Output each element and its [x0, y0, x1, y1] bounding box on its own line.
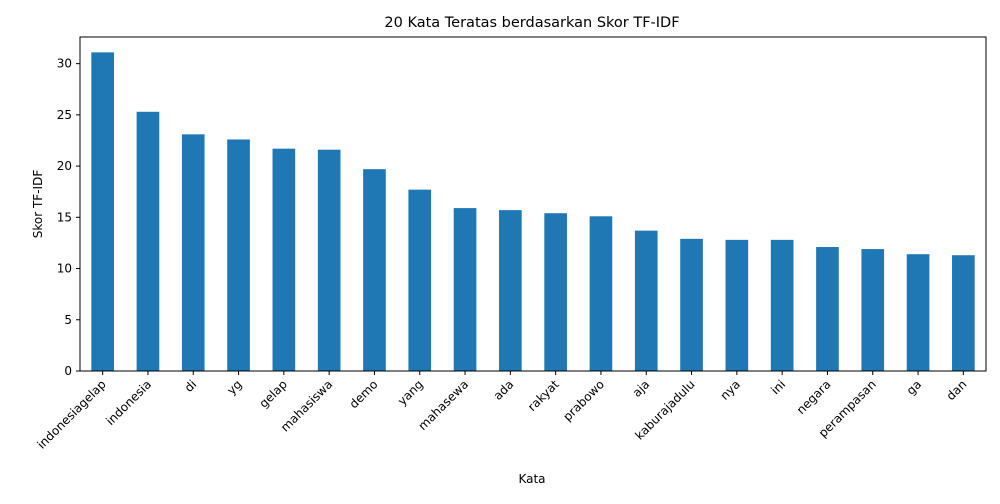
bar-di [181, 134, 205, 371]
x-tick-label: dan [944, 377, 970, 403]
y-tick-label: 15 [57, 210, 72, 224]
bars-layer [91, 52, 975, 371]
x-tick-label: yg [224, 377, 244, 397]
x-tick-label: indonesiagelap [34, 377, 108, 451]
x-tick-label: nya [717, 377, 743, 403]
x-tick-label: rakyat [525, 377, 562, 414]
y-tick-label: 5 [64, 313, 72, 327]
y-axis: 0 5 10 15 20 25 30 [57, 57, 80, 378]
x-tick-label: ada [491, 377, 517, 403]
bar-prabowo [589, 216, 613, 371]
bar-ini [770, 239, 794, 371]
y-tick-label: 20 [57, 159, 72, 173]
bar-perampasan [861, 249, 885, 371]
y-tick-label: 0 [64, 364, 72, 378]
bar-mahasewa [453, 208, 477, 371]
y-axis-label: Skor TF-IDF [31, 170, 45, 239]
bar-kaburajadulu [680, 238, 703, 371]
y-tick-label: 10 [57, 262, 72, 276]
bar-dan [952, 255, 975, 371]
bar-negara [816, 247, 839, 371]
x-tick-label: yang [395, 377, 426, 408]
x-tick-label: gelap [257, 377, 290, 410]
bar-yang [408, 189, 432, 371]
x-tick-label: demo [347, 377, 381, 411]
x-tick-label: ini [768, 377, 788, 397]
x-tick-label: di [182, 377, 200, 395]
x-tick-label: prabowo [560, 377, 607, 424]
bar-mahasiswa [317, 149, 341, 371]
bar-ga [906, 254, 930, 371]
chart-title: 20 Kata Teratas berdasarkan Skor TF-IDF [384, 15, 679, 31]
bar-indonesia [136, 111, 160, 371]
bar-demo [363, 169, 386, 371]
bar-gelap [272, 148, 296, 371]
x-tick-label: negara [794, 377, 834, 417]
bar-rakyat [544, 213, 567, 371]
y-tick-label: 30 [57, 57, 72, 71]
plot-frame [79, 36, 987, 372]
bar-yg [227, 139, 250, 371]
x-tick-label: aja [630, 377, 653, 400]
x-tick-label: indonesia [103, 377, 154, 428]
bar-ada [499, 210, 522, 371]
bar-indonesiagelap [91, 52, 114, 371]
y-tick-label: 25 [57, 108, 72, 122]
bar-nya [725, 239, 749, 371]
bar-aja [634, 230, 658, 371]
x-tick-label: ga [904, 377, 924, 397]
x-axis-label: Kata [518, 472, 545, 486]
